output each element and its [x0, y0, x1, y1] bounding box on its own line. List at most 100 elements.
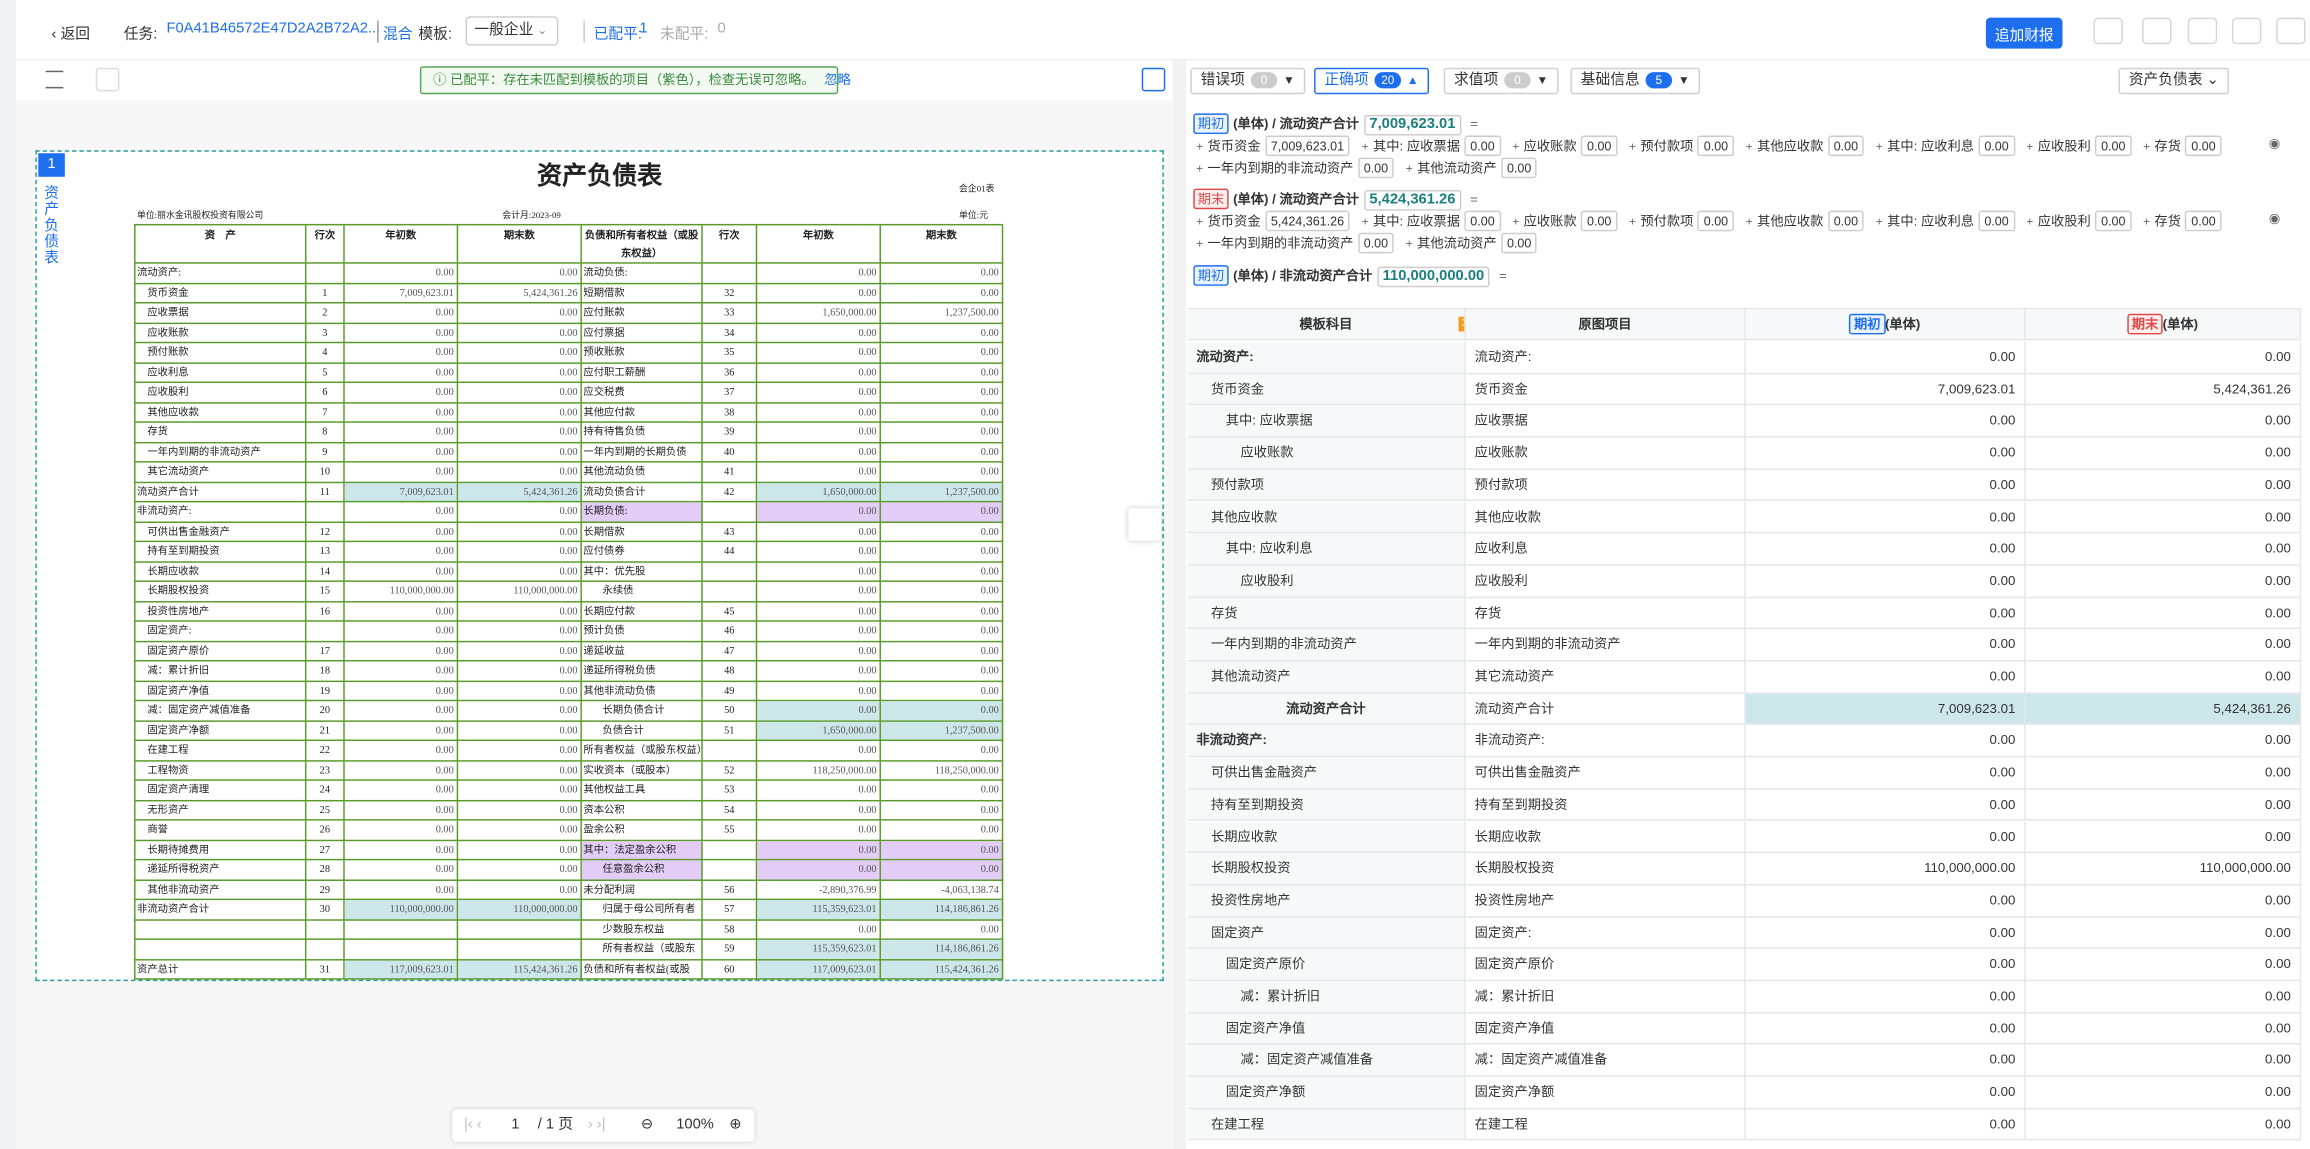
fullscreen-button[interactable] — [2231, 17, 2262, 45]
cell-item: 其它流动资产 — [135, 462, 307, 483]
cell-line: 1 — [306, 283, 345, 304]
cell-amount: 0.00 — [880, 800, 1004, 821]
column-header: 年初数 — [757, 225, 881, 264]
term-label: 应收股利 — [2037, 138, 2091, 154]
cell-amount: 0.00 — [458, 621, 582, 642]
sheet-value[interactable]: 资产负债表 — [2128, 72, 2203, 89]
cell-item: 长期待摊费用 — [135, 840, 307, 861]
grid-item: 长期股权投资 — [1187, 853, 1466, 886]
filter-chip[interactable]: 基础信息 5 ▼ — [1570, 67, 1700, 95]
cell-line: 42 — [702, 482, 758, 503]
zoom: 100% — [676, 1116, 714, 1133]
column-header: 行次 — [702, 225, 758, 264]
document-title: 资产负债表 — [536, 162, 663, 191]
filter-count: 20 — [1374, 72, 1402, 89]
caret[interactable]: ▼ — [1283, 73, 1295, 87]
zoom-out[interactable]: ⊖ — [640, 1116, 654, 1133]
filter-chip[interactable]: 求值项 0 ▼ — [1443, 67, 1559, 95]
sheet-select[interactable]: 资产负债表 ⌄ — [2118, 67, 2230, 95]
grid-amount: 0.00 — [1745, 1045, 2026, 1078]
cell-line: 25 — [306, 800, 345, 821]
template-select[interactable]: 一般企业 ⌄ — [465, 16, 559, 46]
caret[interactable]: ▼ — [1536, 73, 1549, 87]
cell-line: 30 — [306, 900, 345, 921]
grid-amount: 0.00 — [2025, 1077, 2302, 1110]
cell-amount: 0.00 — [458, 641, 582, 662]
page-number[interactable]: 1 — [38, 153, 65, 177]
grid-item: 应收利息 — [1465, 533, 1746, 566]
zoom-in[interactable]: ⊕ — [729, 1116, 742, 1133]
splitter[interactable] — [1172, 60, 1186, 1149]
cell-item: 非流动资产: — [135, 502, 307, 523]
task-id[interactable]: F0A41B46572E47D2A2B72A2... — [166, 20, 381, 37]
filter-label[interactable]: 求值项 — [1454, 72, 1499, 89]
cell-amount: 115,424,361.26 — [458, 959, 582, 980]
grid-amount: 0.00 — [1745, 1109, 2026, 1141]
cell-item: 长期应付款 — [581, 601, 703, 622]
outline-button[interactable] — [45, 70, 64, 89]
cell-item: 归属于母公司所有者 — [581, 900, 703, 921]
cell-amount: 0.00 — [344, 542, 459, 563]
first-prev[interactable]: |‹ ‹ — [464, 1116, 482, 1133]
cell-amount: 0.00 — [880, 323, 1004, 344]
cell-item: 任意盈余公积 — [581, 860, 703, 881]
grid-item: 预付款项 — [1187, 469, 1466, 502]
formula-value: 110,000,000.00 — [1376, 266, 1491, 288]
add-report-button[interactable]: 追加财报 — [1985, 17, 2063, 49]
cell-amount: 118,250,000.00 — [757, 760, 881, 781]
cell-amount: 0.00 — [757, 601, 881, 622]
grid-amount: 0.00 — [1745, 565, 2026, 598]
table-toggle[interactable] — [1128, 508, 1161, 541]
caret[interactable]: ▼ — [1677, 73, 1690, 87]
settings-tool[interactable] — [1141, 67, 1166, 92]
next-last[interactable]: › ›| — [587, 1116, 606, 1133]
current-page[interactable]: 1 — [511, 1116, 520, 1133]
export-button[interactable] — [2187, 17, 2218, 45]
cell-amount: 0.00 — [344, 741, 459, 761]
equals: = — [1498, 268, 1507, 283]
term-value: 0.00 — [1978, 135, 2015, 157]
refresh-button[interactable] — [2142, 17, 2172, 45]
cell-amount: 0.00 — [344, 263, 459, 284]
header-cell: 期末 (单体) — [2025, 309, 2302, 341]
back-text[interactable]: 返回 — [60, 26, 91, 43]
cell-item: 固定资产原价 — [135, 641, 307, 662]
filter-label[interactable]: 正确项 — [1324, 72, 1369, 89]
filter-chip[interactable]: 正确项 20 ▲ — [1314, 67, 1429, 95]
formula-value: 7,009,623.01 — [1363, 114, 1462, 136]
term-label: 其他流动资产 — [1417, 160, 1497, 176]
formula-title: (单体) / 非流动资产合计 — [1233, 268, 1373, 283]
template-value[interactable]: 一般企业 — [474, 22, 534, 39]
cell-line: 21 — [306, 721, 345, 742]
cell-amount: 0.00 — [458, 402, 582, 423]
ignore-link[interactable]: 忽略 — [824, 72, 851, 87]
cell-item: 永续债 — [581, 581, 703, 602]
filter-label[interactable]: 错误项 — [1200, 72, 1245, 89]
eye-icon[interactable]: ◉ — [2268, 210, 2281, 226]
cell-item: 负债和所有者权益(或股 — [581, 959, 703, 980]
hand-tool[interactable] — [95, 67, 120, 92]
cell-amount: 0.00 — [880, 920, 1004, 940]
term-label: 其他应收款 — [1757, 213, 1824, 229]
cell-amount: 117,009,623.01 — [757, 959, 881, 980]
term-value: 0.00 — [1581, 210, 1618, 232]
filter-label[interactable]: 基础信息 — [1580, 72, 1640, 89]
back-button[interactable]: ‹ 返回 — [51, 26, 91, 43]
grid-item: 其他流动资产 — [1187, 661, 1466, 694]
grid-item: 流动资产: — [1187, 341, 1466, 374]
caret[interactable]: ▲ — [1406, 73, 1419, 87]
settings-button[interactable] — [2276, 17, 2306, 45]
formula-head: 期初 (单体) / 流动资产合计 7,009,623.01 = — [1193, 112, 2291, 136]
info-icon: ⓘ — [433, 72, 447, 87]
history-button[interactable] — [2093, 17, 2123, 45]
grid-amount: 0.00 — [2025, 661, 2302, 694]
term-label: 存货 — [2154, 138, 2181, 154]
sheet-tab-label[interactable]: 资产负债表 — [44, 185, 59, 267]
grid-amount: 0.00 — [1745, 821, 2026, 854]
cell-amount: 1,237,500.00 — [880, 721, 1004, 742]
eye-icon[interactable]: ◉ — [2268, 135, 2281, 151]
filter-chip[interactable]: 错误项 0 ▼ — [1190, 67, 1306, 95]
